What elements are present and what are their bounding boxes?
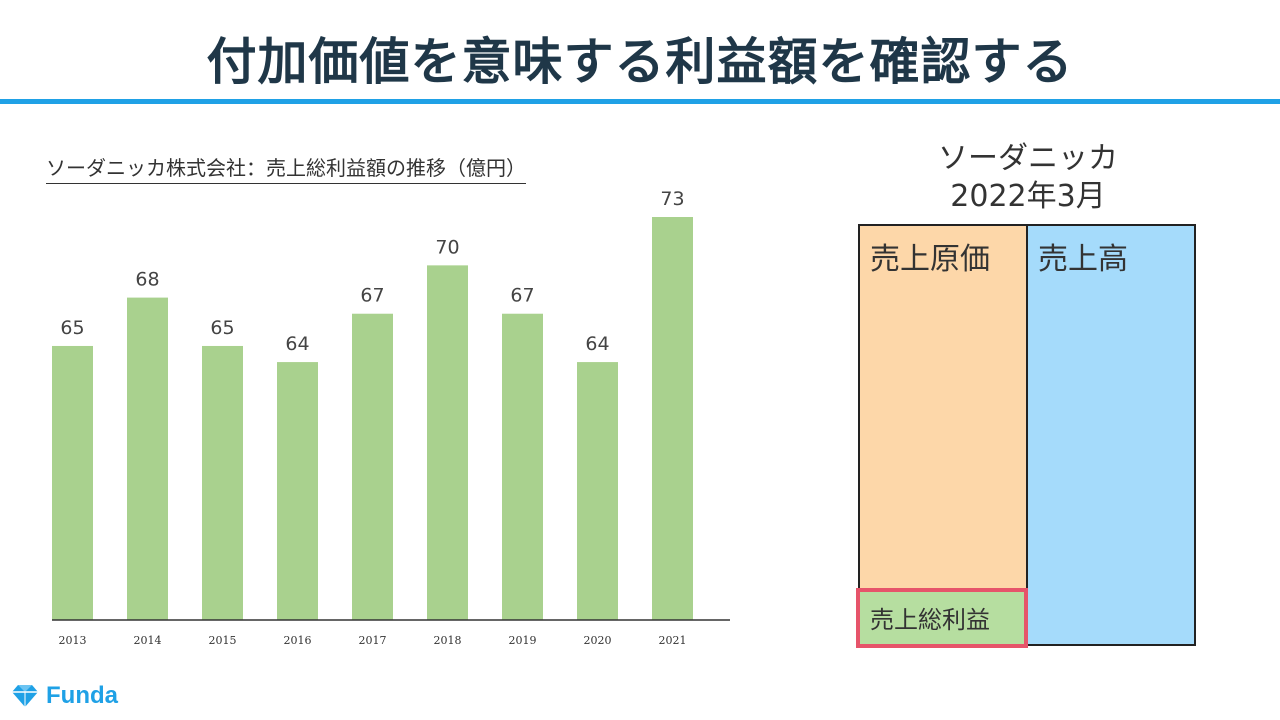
data-label-2015: 65	[210, 317, 234, 339]
data-label-2017: 67	[360, 285, 384, 307]
data-label-2013: 65	[60, 317, 84, 339]
cogs-label: 売上原価	[870, 242, 990, 277]
breakdown-title: ソーダニッカ 2022年3月	[860, 140, 1196, 216]
data-label-2019: 67	[510, 285, 534, 307]
breakdown-period: 2022年3月	[950, 179, 1106, 214]
data-label-2020: 64	[585, 333, 609, 355]
x-tick-label-2020: 2020	[584, 634, 612, 647]
x-tick-label-2013: 2013	[59, 634, 87, 647]
x-tick-label-2018: 2018	[434, 634, 462, 647]
chart-title: ソーダニッカ株式会社：売上総利益額の推移（億円）	[46, 152, 526, 184]
bar-2015	[202, 345, 243, 620]
cogs-block: 売上原価	[858, 224, 1028, 646]
bar-2017	[352, 313, 393, 620]
gross-profit-label: 売上総利益	[870, 606, 990, 634]
gross-profit-block: 売上総利益	[856, 588, 1028, 648]
breakdown-company: ソーダニッカ	[938, 141, 1118, 176]
title-divider	[0, 99, 1280, 104]
sales-block: 売上高	[1026, 224, 1196, 646]
brand-logo: Funda	[10, 680, 118, 712]
diamond-logo-icon	[12, 685, 38, 707]
data-label-2021: 73	[660, 188, 684, 210]
page-title: 付加価値を意味する利益額を確認する	[206, 33, 1074, 91]
bar-chart: 65 2013 68 2014 65 2015 64 2016 67 2017 70 2018 67 20…	[52, 188, 730, 647]
data-label-2014: 68	[135, 269, 159, 291]
bar-2020	[577, 362, 618, 620]
x-tick-label-2015: 2015	[209, 634, 237, 647]
bar-2019	[502, 313, 543, 620]
bar-2014	[127, 297, 168, 620]
sales-label: 売上高	[1038, 242, 1128, 277]
brand-name: Funda	[46, 682, 118, 709]
bar-2016	[277, 362, 318, 620]
x-tick-label-2021: 2021	[659, 634, 687, 647]
x-tick-label-2019: 2019	[509, 634, 537, 647]
x-tick-label-2014: 2014	[134, 634, 162, 647]
data-label-2018: 70	[435, 236, 459, 258]
bar-2018	[427, 265, 468, 620]
data-label-2016: 64	[285, 333, 309, 355]
x-tick-label-2016: 2016	[284, 634, 312, 647]
bar-2013	[52, 345, 93, 620]
x-tick-label-2017: 2017	[359, 634, 387, 647]
bar-2021	[652, 217, 693, 620]
